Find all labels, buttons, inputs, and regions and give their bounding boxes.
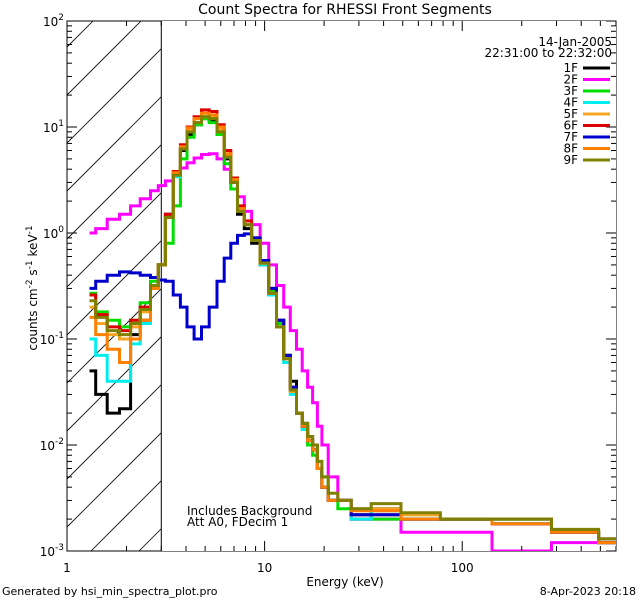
annotation-background: Includes Background [187,504,312,518]
annotation-attenuator: Att A0, FDecim 1 [187,515,288,529]
legend-label-7f: 7F [563,130,578,144]
legend-label-2f: 2F [563,73,578,87]
y-tick-label: 100 [43,225,64,241]
legend-label-9f: 9F [563,153,578,167]
y-tick-label: 10-1 [40,331,64,347]
generated-by-label: Generated by hsi_min_spectra_plot.pro [2,585,218,598]
y-tick-label: 10-3 [40,543,64,559]
legend-label-8f: 8F [563,142,578,156]
series-2f-line [89,152,616,551]
x-tick-label: 100 [451,561,474,575]
hatched-region [67,21,616,551]
chart-title: Count Spectra for RHESSI Front Segments [198,2,492,18]
time-range-label: 22:31:00 to 22:32:00 [485,46,612,60]
date-label: 14-Jan-2005 [538,35,612,49]
legend-label-5f: 5F [563,107,578,121]
series-9f-line [89,115,616,541]
y-tick-label: 10-2 [40,437,64,453]
legend-label-4f: 4F [563,96,578,110]
y-axis-label: counts cm-2 s-1 keV-1 [25,225,40,350]
legend-label-3f: 3F [563,84,578,98]
y-tick-label: 102 [43,13,64,29]
x-tick-label: 10 [257,561,272,575]
timestamp-label: 8-Apr-2023 20:18 [540,585,636,598]
y-tick-label: 101 [43,119,64,135]
legend-label-1f: 1F [563,61,578,75]
legend-label-6f: 6F [563,119,578,133]
x-axis-label: Energy (keV) [306,575,383,589]
x-tick-label: 1 [63,561,71,575]
